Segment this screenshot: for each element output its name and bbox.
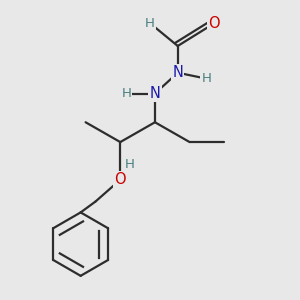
Text: H: H [121, 87, 131, 100]
Text: H: H [202, 72, 212, 85]
Text: N: N [172, 65, 183, 80]
Text: H: H [125, 158, 135, 171]
Text: O: O [208, 16, 220, 31]
Text: H: H [145, 17, 155, 30]
Text: N: N [149, 86, 161, 101]
Text: O: O [115, 172, 126, 187]
